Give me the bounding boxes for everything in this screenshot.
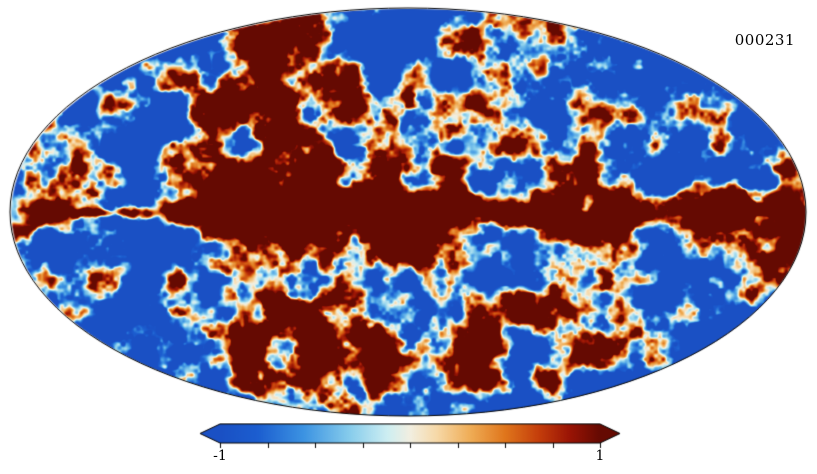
colorbar-max-label: 1: [595, 448, 605, 464]
colorbar: [198, 423, 622, 449]
frame-number-label: 000231: [734, 31, 795, 49]
mollweide-sky-map: [8, 6, 808, 418]
colorbar-min-label: -1: [213, 448, 227, 464]
